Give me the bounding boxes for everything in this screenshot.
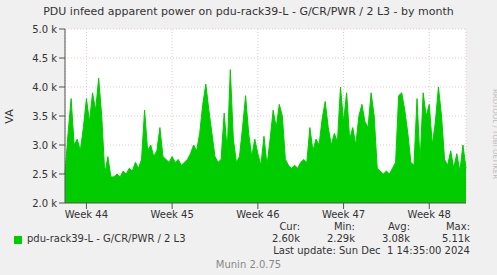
svg-text:Week 48: Week 48 <box>408 209 451 220</box>
svg-text:3.0 k: 3.0 k <box>32 140 57 151</box>
svg-text:Week 45: Week 45 <box>150 209 193 220</box>
svg-text:Week 44: Week 44 <box>65 209 108 220</box>
html-text:2.29k: 2.29k <box>326 233 355 244</box>
html-text:3.08k: 3.08k <box>381 233 410 244</box>
svg-text:4.0 k: 4.0 k <box>32 82 57 93</box>
html-text:Cur:: Cur: <box>279 221 300 232</box>
html-text:Min:: Min: <box>333 221 355 232</box>
html-text:VA: VA <box>2 109 16 124</box>
svg-text:5.0 k: 5.0 k <box>32 24 57 35</box>
svg-text:2.5 k: 2.5 k <box>32 169 57 180</box>
svg-text:4.5 k: 4.5 k <box>32 53 57 64</box>
html-text:Max:: Max: <box>446 221 470 232</box>
html-text:Avg:: Avg: <box>388 221 410 232</box>
svg-text:Week 47: Week 47 <box>322 209 365 220</box>
svg-text:2.0 k: 2.0 k <box>32 198 57 209</box>
html-text:PDU infeed apparent power on p: PDU infeed apparent power on pdu-rack39-… <box>43 5 454 18</box>
svg-text:3.5 k: 3.5 k <box>32 111 57 122</box>
svg-text:Week 46: Week 46 <box>236 209 279 220</box>
html-text:Last update: Sun Dec 1 14:35:0: Last update: Sun Dec 1 14:35:00 2024 <box>273 245 470 256</box>
html-text:Munin 2.0.75: Munin 2.0.75 <box>215 259 282 270</box>
html-text:5.11k: 5.11k <box>441 233 470 244</box>
html-text:2.60k: 2.60k <box>271 233 300 244</box>
html-text:pdu-rack39-L - G/CR/PWR / 2 L3: pdu-rack39-L - G/CR/PWR / 2 L3 <box>27 233 186 244</box>
